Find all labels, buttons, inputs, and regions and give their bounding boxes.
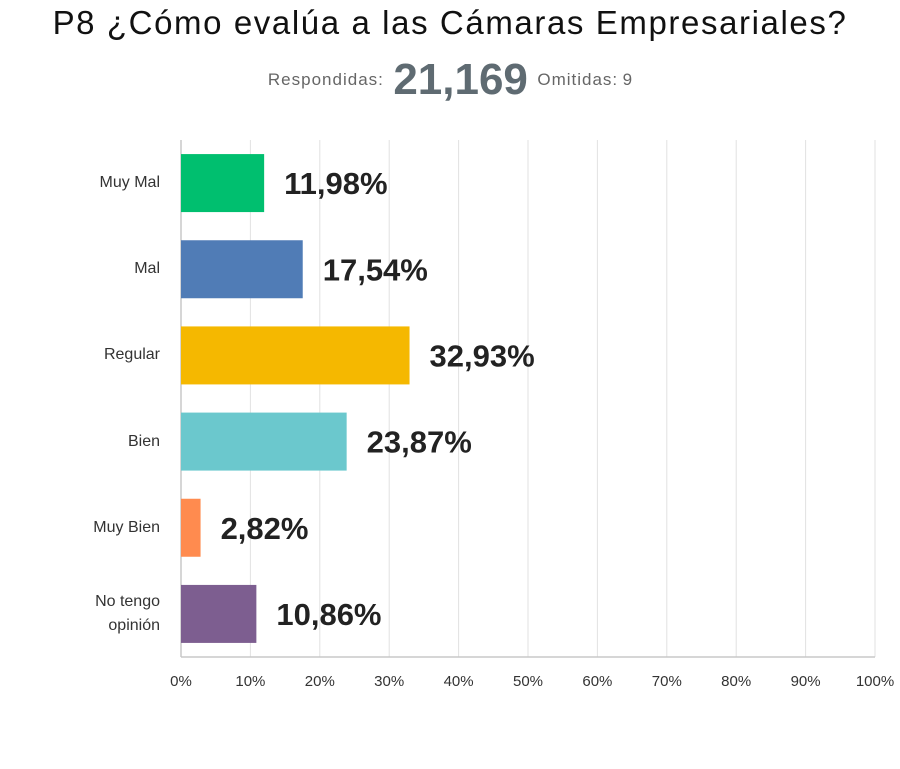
- bar-value-label: 32,93%: [430, 338, 535, 373]
- x-tick-label: 30%: [374, 673, 404, 690]
- x-tick-label: 90%: [791, 673, 821, 690]
- category-label: Bien: [127, 432, 160, 450]
- skipped-count: 9: [622, 70, 633, 89]
- bar: [181, 326, 410, 385]
- bar-value-label: 23,87%: [367, 425, 472, 460]
- bar: [181, 154, 265, 213]
- category-label: No tengo opinión: [95, 592, 160, 634]
- bar-value-label: 2,82%: [221, 511, 309, 546]
- bar-value-label: 11,98%: [284, 166, 387, 201]
- skipped-label: Omitidas:: [537, 70, 619, 89]
- answered-count: 21,169: [393, 55, 528, 104]
- bar: [181, 498, 201, 557]
- response-summary: Respondidas: 21,169 Omitidas: 9: [0, 55, 900, 104]
- bar-value-label: 10,86%: [276, 597, 381, 632]
- category-label: Mal: [134, 260, 160, 278]
- x-tick-label: 70%: [652, 673, 682, 690]
- chart-title: P8 ¿Cómo evalúa a las Cámaras Empresaria…: [52, 4, 848, 41]
- x-tick-label: 80%: [721, 673, 751, 690]
- x-tick-label: 100%: [856, 673, 894, 690]
- x-tick-label: 10%: [235, 673, 265, 690]
- bar: [181, 584, 257, 643]
- x-tick-label: 50%: [513, 673, 543, 690]
- category-label: Muy Mal: [99, 174, 160, 192]
- bar-value-label: 17,54%: [323, 252, 428, 287]
- category-label: Regular: [103, 346, 160, 364]
- x-tick-label: 20%: [305, 673, 335, 690]
- answered-label: Respondidas:: [267, 70, 384, 89]
- x-tick-label: 0%: [170, 673, 192, 690]
- bar: [181, 240, 303, 299]
- x-tick-label: 40%: [444, 673, 474, 690]
- category-label: Muy Bien: [93, 518, 160, 536]
- bar: [181, 412, 347, 471]
- x-tick-label: 60%: [582, 673, 612, 690]
